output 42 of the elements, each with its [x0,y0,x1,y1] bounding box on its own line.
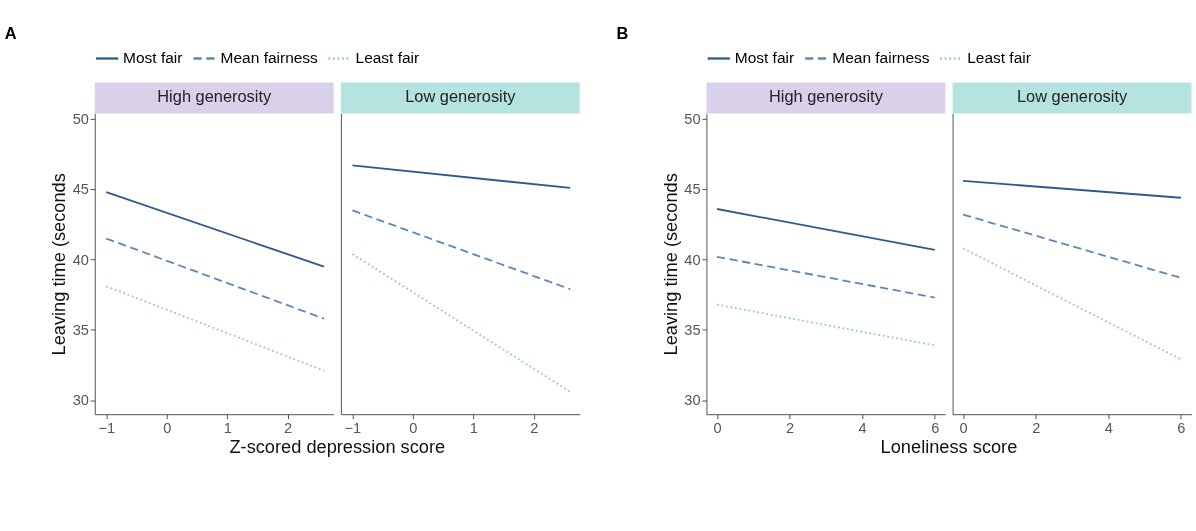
x-tick-label: 0 [163,419,172,436]
y-tick-label: 40 [684,251,701,268]
x-tick-label: 4 [858,419,867,436]
y-axis-title: Leaving time (seconds [48,173,70,356]
x-tick-label: 1 [223,419,232,436]
y-tick-label: 35 [72,321,89,338]
legend-label: Most fair [123,49,183,67]
x-tick-label: 0 [959,419,968,436]
chart-title: B [616,23,629,42]
y-tick-label: 40 [72,251,89,268]
legend-label: Mean fairness [220,49,319,67]
x-tick-label: 2 [786,419,795,436]
x-axis-title: Loneliness score [880,436,1018,458]
x-tick-label: 2 [1032,419,1041,436]
legend-label: Mean fairness [832,49,930,67]
chart-subtitle: High generosity [157,87,272,106]
chart-title: A [4,23,17,42]
x-tick-label: 6 [931,419,940,436]
x-tick-label: 0 [713,419,722,436]
legend-label: Most fair [734,49,795,67]
x-tick-label: 2 [530,419,539,436]
chart-subtitle: Low generosity [405,87,517,106]
y-tick-label: 45 [72,181,89,198]
y-tick-label: 50 [72,111,89,128]
x-tick-label: 1 [469,419,478,436]
x-tick-label: −1 [98,419,116,436]
x-tick-label: 4 [1104,419,1113,436]
x-tick-label: 6 [1177,419,1186,436]
y-tick-label: 50 [684,111,701,128]
y-tick-label: 30 [684,392,701,409]
y-tick-label: 35 [684,321,701,338]
x-tick-label: 2 [284,419,293,436]
legend-label: Least fair [355,49,420,67]
y-tick-label: 45 [684,181,701,198]
chart-subtitle: High generosity [768,87,884,106]
y-axis-title: Leaving time (seconds [660,173,682,356]
legend-label: Least fair [967,49,1031,67]
chart-subtitle: Low generosity [1016,87,1128,106]
y-tick-label: 30 [72,392,89,409]
x-axis-title: Z-scored depression score [229,436,446,458]
x-tick-label: 0 [409,419,418,436]
x-tick-label: −1 [344,419,362,436]
